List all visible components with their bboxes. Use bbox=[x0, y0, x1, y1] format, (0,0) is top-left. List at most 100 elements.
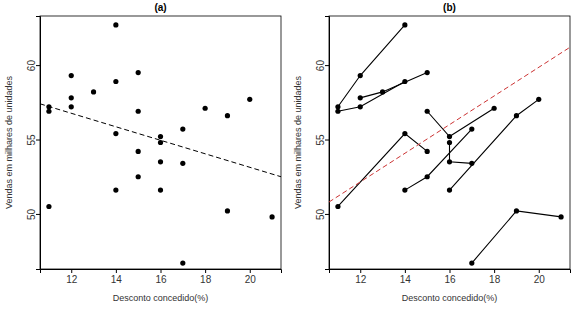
data-point bbox=[180, 127, 185, 132]
x-tick-label: 16 bbox=[155, 274, 167, 285]
y-axis: 50 55 60 bbox=[315, 17, 329, 270]
data-point bbox=[158, 140, 163, 145]
data-point bbox=[469, 127, 474, 132]
data-point bbox=[358, 73, 363, 78]
x-axis-line bbox=[330, 270, 571, 274]
data-point bbox=[425, 149, 430, 154]
plot-area bbox=[40, 22, 281, 265]
x-tick-label: 14 bbox=[400, 274, 412, 285]
y-tick: 60 bbox=[26, 60, 40, 72]
data-point bbox=[536, 97, 541, 102]
figure: 12 14 16 18 20 50 55 60 (a) Desconto concedido(%)… bbox=[0, 0, 578, 309]
data-point bbox=[158, 188, 163, 193]
x-tick-label: 14 bbox=[111, 274, 123, 285]
x-tick-mark bbox=[360, 269, 361, 273]
data-point bbox=[514, 208, 519, 213]
data-point bbox=[247, 97, 252, 102]
data-point bbox=[46, 109, 51, 114]
x-tick-mark bbox=[539, 269, 540, 273]
x-tick-label: 12 bbox=[66, 274, 78, 285]
x-tick: 14 bbox=[400, 269, 412, 285]
x-tick-label: 12 bbox=[355, 274, 367, 285]
data-point bbox=[91, 89, 96, 94]
series-line bbox=[338, 81, 405, 111]
data-point bbox=[447, 134, 452, 139]
panel: 1214161820505560(b)Desconto concedido(%)… bbox=[293, 2, 571, 303]
data-point bbox=[335, 109, 340, 114]
data-point bbox=[335, 104, 340, 109]
series-line bbox=[450, 99, 539, 190]
data-point bbox=[469, 260, 474, 265]
x-tick: 20 bbox=[534, 269, 546, 285]
x-tick: 16 bbox=[444, 269, 456, 285]
y-tick-label: 55 bbox=[26, 134, 37, 146]
data-point bbox=[136, 70, 141, 75]
data-point bbox=[558, 214, 563, 219]
trend-line bbox=[329, 47, 570, 202]
y-axis-title: Vendas em milhares de unidades bbox=[4, 75, 14, 209]
y-tick: 50 bbox=[26, 208, 40, 220]
y-axis-title: Vendas em milhares de unidades bbox=[293, 75, 303, 209]
data-point bbox=[425, 174, 430, 179]
y-tick-label: 60 bbox=[26, 60, 37, 72]
data-point bbox=[113, 188, 118, 193]
data-point bbox=[225, 113, 230, 118]
x-tick-mark bbox=[405, 269, 406, 273]
plot-frame bbox=[40, 16, 281, 269]
chart-title: (a) bbox=[154, 2, 166, 13]
data-point bbox=[335, 204, 340, 209]
x-tick-mark bbox=[116, 269, 117, 273]
plot-area bbox=[329, 22, 570, 265]
data-point bbox=[402, 131, 407, 136]
data-point bbox=[492, 106, 497, 111]
data-point bbox=[447, 159, 452, 164]
x-axis-title: Desconto concedido(%) bbox=[113, 293, 209, 303]
x-tick-label: 20 bbox=[245, 274, 257, 285]
x-tick-label: 18 bbox=[200, 274, 212, 285]
y-tick-label: 50 bbox=[26, 208, 37, 220]
data-point bbox=[158, 159, 163, 164]
data-point bbox=[136, 174, 141, 179]
plot-frame bbox=[329, 16, 570, 269]
data-point bbox=[358, 95, 363, 100]
series-line bbox=[405, 129, 472, 190]
x-tick: 12 bbox=[355, 269, 367, 285]
data-point bbox=[514, 113, 519, 118]
data-point bbox=[180, 161, 185, 166]
x-tick-mark bbox=[71, 269, 72, 273]
data-point bbox=[113, 79, 118, 84]
data-point bbox=[203, 106, 208, 111]
x-tick-mark bbox=[250, 269, 251, 273]
x-tick: 14 bbox=[111, 269, 123, 285]
y-tick-label: 50 bbox=[315, 208, 326, 220]
data-point bbox=[425, 109, 430, 114]
y-tick-label: 55 bbox=[315, 134, 326, 146]
data-point bbox=[136, 109, 141, 114]
y-axis: 50 55 60 bbox=[26, 17, 40, 270]
x-tick-mark bbox=[205, 269, 206, 273]
data-point bbox=[69, 104, 74, 109]
x-tick: 20 bbox=[245, 269, 257, 285]
data-point bbox=[447, 140, 452, 145]
x-tick-label: 20 bbox=[534, 274, 546, 285]
series-line bbox=[472, 211, 561, 263]
y-tick: 55 bbox=[315, 134, 329, 146]
y-tick: 55 bbox=[26, 134, 40, 146]
x-axis: 12 14 16 18 20 bbox=[330, 269, 571, 285]
series-line bbox=[450, 143, 472, 164]
data-point bbox=[380, 89, 385, 94]
trend-line bbox=[40, 104, 281, 177]
x-tick: 18 bbox=[200, 269, 212, 285]
data-point bbox=[402, 22, 407, 27]
y-tick: 50 bbox=[315, 208, 329, 220]
x-tick: 12 bbox=[66, 269, 78, 285]
x-tick-label: 18 bbox=[489, 274, 501, 285]
x-tick: 18 bbox=[489, 269, 501, 285]
data-point bbox=[69, 73, 74, 78]
x-tick-mark bbox=[161, 269, 162, 273]
data-point bbox=[269, 214, 274, 219]
x-axis: 12 14 16 18 20 bbox=[41, 269, 282, 285]
data-point bbox=[46, 204, 51, 209]
y-tick: 60 bbox=[315, 60, 329, 72]
data-point bbox=[158, 134, 163, 139]
